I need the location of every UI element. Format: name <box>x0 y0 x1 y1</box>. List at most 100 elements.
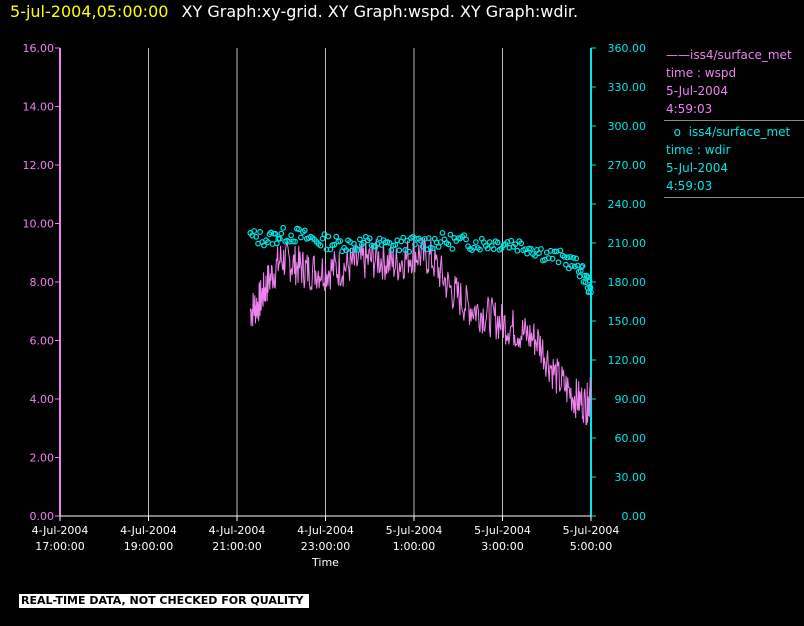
y-right-tick-label: 360.00 <box>608 42 647 55</box>
series-wdir-point <box>473 239 479 246</box>
y-left-tick-label: 4.00 <box>30 393 55 406</box>
y-left-tick-label: 8.00 <box>30 276 55 289</box>
series-wdir-point <box>561 253 568 260</box>
series-wdir-point <box>563 261 569 268</box>
series-wdir-point <box>317 242 324 249</box>
x-tick-label: 5:00:00 <box>570 540 612 553</box>
x-tick-label: 19:00:00 <box>124 540 173 553</box>
series-wdir-point <box>419 243 426 250</box>
series-wdir-point <box>477 246 483 253</box>
series-wdir-point <box>570 254 577 261</box>
header-timestamp: 5-jul-2004,05:00:00 <box>10 2 169 21</box>
series-wdir-point <box>435 243 442 250</box>
series-wdir-point <box>571 263 578 270</box>
y-right-tick-label: 150.00 <box>608 315 647 328</box>
x-tick-label: 3:00:00 <box>481 540 523 553</box>
series-wdir-point <box>392 242 399 249</box>
legend-wspd-source: iss4/surface_met <box>690 48 792 62</box>
series-wdir-point <box>257 228 264 235</box>
series-wdir-point <box>404 237 411 244</box>
series-wdir-point <box>388 247 395 254</box>
series-wdir-point <box>323 246 330 253</box>
y-right-tick-label: 180.00 <box>608 276 647 289</box>
series-wdir-point <box>333 233 340 240</box>
series-wdir-point <box>447 231 454 238</box>
series-wdir-point <box>528 245 534 252</box>
series-wdir-point <box>463 236 470 243</box>
y-left-tick-label: 6.00 <box>30 335 55 348</box>
series-wdir-point <box>576 273 583 280</box>
series-wdir-point <box>568 263 575 269</box>
series-wdir-point <box>331 241 338 248</box>
series-wdir-point <box>508 237 515 244</box>
series-wdir-point <box>366 235 373 242</box>
x-axis-label: Time <box>311 556 339 569</box>
series-wdir-point <box>292 238 298 245</box>
series-wdir-point <box>276 235 283 242</box>
series-wdir-point <box>261 242 267 249</box>
series-wdir-point <box>400 234 407 241</box>
series-wdir-point <box>272 230 279 237</box>
series-wdir-point <box>573 255 580 262</box>
series-wdir-point <box>549 255 556 262</box>
legend-wspd-time: 4:59:03 <box>666 102 713 116</box>
series-wdir-point <box>538 246 544 252</box>
legend-divider <box>664 120 804 121</box>
series-wdir-point <box>551 248 558 255</box>
legend-wdir-date: 5-Jul-2004 <box>666 161 728 175</box>
series-wdir-point <box>585 274 591 281</box>
legend-wspd: ——iss4/surface_met time : wspd 5-Jul-200… <box>664 46 804 118</box>
series-wdir-point <box>286 238 293 245</box>
series-wdir-point <box>325 233 332 240</box>
y-right-tick-label: 120.00 <box>608 354 647 367</box>
y-right-tick-label: 330.00 <box>608 81 647 94</box>
y-right-tick-label: 240.00 <box>608 198 647 211</box>
series-wspd-line <box>249 237 592 426</box>
series-wdir-point <box>355 246 361 253</box>
y-left-tick-label: 10.00 <box>23 218 55 231</box>
series-wdir-point <box>494 239 501 246</box>
series-wdir-point <box>490 246 497 253</box>
series-wdir-point <box>524 250 530 257</box>
header-graph-titles: XY Graph:xy-grid. XY Graph:wspd. XY Grap… <box>181 2 579 21</box>
series-wdir-point <box>396 247 403 254</box>
series-wdir-point <box>579 263 586 269</box>
y-right-tick-label: 270.00 <box>608 159 647 172</box>
chart-header: 5-jul-2004,05:00:00 XY Graph:xy-grid. XY… <box>10 2 578 21</box>
series-wdir-point <box>514 247 521 254</box>
x-tick-label: 5-Jul-2004 <box>386 524 443 537</box>
series-wdir-point <box>532 252 538 259</box>
series-wdir-point <box>251 228 258 234</box>
legend-wdir-source: iss4/surface_met <box>688 125 791 139</box>
series-wdir-point <box>471 244 477 251</box>
series-wdir-point <box>588 289 594 296</box>
series-wdir-point <box>449 245 456 252</box>
series-wdir-point <box>512 241 519 248</box>
legend-wdir: o iss4/surface_met time : wdir 5-Jul-200… <box>664 123 804 195</box>
x-tick-label: 4-Jul-2004 <box>209 524 266 537</box>
series-wdir-point <box>296 226 302 233</box>
quality-warning: REAL-TIME DATA, NOT CHECKED FOR QUALITY <box>19 594 310 608</box>
legend-wspd-date: 5-Jul-2004 <box>666 84 728 98</box>
series-wdir-point <box>301 227 308 234</box>
series-wdir-point <box>288 232 295 239</box>
y-left-tick-label: 0.00 <box>30 510 55 523</box>
series-wdir-point <box>280 224 287 231</box>
series-wdir-point <box>412 241 418 248</box>
x-tick-label: 4-Jul-2004 <box>32 524 89 537</box>
legend-line-icon: —— <box>666 48 690 62</box>
y-left-tick-label: 14.00 <box>23 101 55 114</box>
x-tick-label: 23:00:00 <box>301 540 350 553</box>
series-wdir-point <box>555 259 562 266</box>
y-right-tick-label: 210.00 <box>608 237 647 250</box>
series-wdir-point <box>357 236 363 243</box>
series-wdir-point <box>278 230 285 237</box>
series-wdir-point <box>425 235 432 242</box>
series-wdir-point <box>567 253 574 260</box>
y-right-tick-label: 60.00 <box>615 432 647 445</box>
series-wdir-point <box>343 247 350 254</box>
legend: ——iss4/surface_met time : wspd 5-Jul-200… <box>664 46 804 200</box>
series-wdir-point <box>337 238 344 244</box>
y-right-tick-label: 300.00 <box>608 120 647 133</box>
